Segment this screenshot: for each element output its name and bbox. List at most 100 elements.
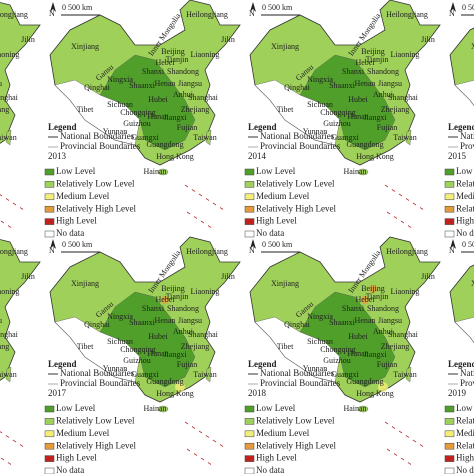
island-mark bbox=[407, 225, 412, 228]
legend-label: Provincial Boundaries bbox=[260, 378, 341, 388]
province-label: Xinjiang bbox=[71, 279, 99, 288]
island-mark bbox=[7, 225, 12, 228]
island-mark bbox=[200, 220, 205, 224]
island-mark bbox=[412, 202, 417, 206]
legend-swatch bbox=[44, 218, 55, 225]
legend-label: Medium Level bbox=[56, 191, 110, 201]
province-label: Yunnan bbox=[303, 364, 327, 373]
island-mark bbox=[205, 198, 210, 201]
province-label: Sichuan bbox=[307, 100, 333, 109]
legend-label: Relatively High Level bbox=[456, 203, 474, 213]
province-label: Shanghai bbox=[388, 330, 419, 339]
province-label: Shandong bbox=[367, 304, 399, 313]
province-label: Sichuan bbox=[107, 100, 133, 109]
province-label: Hainan bbox=[143, 167, 166, 176]
province-label: Guangdong bbox=[146, 377, 183, 386]
scale-label: 0 500 km bbox=[462, 3, 474, 12]
taiwan bbox=[405, 366, 412, 383]
province-label: Ningxia bbox=[107, 312, 133, 321]
province-label: Hong Kong bbox=[156, 152, 194, 161]
province-label: Zhejiang bbox=[381, 105, 409, 114]
north-arrow bbox=[450, 2, 456, 12]
legend-title: Legend bbox=[448, 359, 474, 369]
legend-label: No data bbox=[256, 465, 284, 474]
legend-year: 2019 bbox=[448, 388, 467, 398]
legend-title: Legend bbox=[48, 359, 77, 369]
island-mark bbox=[198, 430, 203, 434]
legend-label: Low Level bbox=[256, 166, 296, 176]
province-label: Anhui bbox=[173, 327, 194, 336]
no-data-region bbox=[454, 80, 474, 106]
legend-label: Relatively High Level bbox=[256, 203, 336, 213]
province-label: Beijing bbox=[161, 47, 185, 56]
province-label: Hainan bbox=[143, 404, 166, 413]
province-label: Qinghai bbox=[284, 320, 311, 329]
province-label: Shandong bbox=[367, 67, 399, 76]
province-label: Taiwan bbox=[0, 370, 17, 379]
scale-label: 0 500 km bbox=[62, 3, 93, 12]
island-mark bbox=[191, 189, 196, 192]
province-label: Taiwan bbox=[393, 133, 416, 142]
legend-swatch bbox=[44, 230, 55, 238]
province-label: Heilongjiang bbox=[386, 10, 428, 19]
legend-swatch bbox=[444, 181, 455, 188]
legend-label: Medium Level bbox=[256, 191, 310, 201]
province-label: Shanghai bbox=[188, 93, 219, 102]
island-mark bbox=[393, 453, 398, 456]
province-label: Tianjin bbox=[366, 55, 389, 64]
province-label: Guangxi bbox=[131, 370, 159, 379]
island-mark bbox=[393, 216, 398, 219]
island-mark bbox=[0, 220, 5, 224]
island-mark bbox=[0, 431, 3, 434]
north-label: N bbox=[449, 9, 455, 18]
province-label: Ningxia bbox=[107, 75, 133, 84]
legend-swatch bbox=[244, 405, 255, 413]
legend-swatch bbox=[44, 405, 55, 413]
legend-year: 2017 bbox=[48, 388, 67, 398]
province-label: Guizhou bbox=[323, 119, 351, 128]
province-label: Shaanxi bbox=[129, 318, 156, 327]
province-label: Zhejiang bbox=[0, 105, 9, 114]
province-label: Hubei bbox=[148, 332, 168, 341]
province-label: Anhui bbox=[173, 90, 194, 99]
legend-swatch bbox=[244, 430, 255, 438]
legend-year: 2014 bbox=[248, 151, 267, 161]
legend-label: Relatively Low Level bbox=[456, 415, 474, 425]
legend-label: Relatively Low Level bbox=[56, 415, 135, 425]
scale-label: 0 500 km bbox=[262, 3, 293, 12]
legend-label: Low Level bbox=[56, 166, 96, 176]
province-label: Hebei bbox=[355, 58, 375, 67]
legend-swatch bbox=[444, 218, 455, 225]
taiwan bbox=[405, 129, 412, 146]
no-data-region bbox=[454, 317, 474, 343]
legend-swatch bbox=[444, 467, 455, 474]
province-label: Hunan bbox=[347, 112, 368, 121]
province-label: Hong Kong bbox=[356, 389, 394, 398]
province-label: Shandong bbox=[167, 67, 199, 76]
province-label: Chongqing bbox=[320, 345, 356, 354]
north-arrow bbox=[250, 2, 256, 12]
province-label: Tianjin bbox=[166, 292, 189, 301]
province-label: Beijing bbox=[361, 47, 385, 56]
legend-label: No data bbox=[56, 465, 84, 474]
province-label: Taiwan bbox=[193, 133, 216, 142]
province-label: Guangdong bbox=[146, 140, 183, 149]
province-label: Liaoning bbox=[391, 287, 420, 296]
province-label: Jiangsu bbox=[378, 79, 402, 88]
taiwan bbox=[205, 129, 212, 146]
province-label: Qinghai bbox=[84, 320, 111, 329]
province-label: Heilongjiang bbox=[0, 247, 28, 256]
legend-swatch bbox=[244, 205, 255, 213]
province-label: Tibet bbox=[277, 105, 294, 114]
province-label: Hubei bbox=[348, 95, 368, 104]
island-mark bbox=[407, 462, 412, 465]
legend-swatch bbox=[44, 168, 55, 176]
island-mark bbox=[219, 207, 224, 210]
island-mark bbox=[386, 448, 391, 452]
province-label: Hubei bbox=[148, 95, 168, 104]
legend-label: Medium Level bbox=[256, 428, 310, 438]
legend-swatch bbox=[44, 193, 55, 201]
province-label: Hebei bbox=[155, 58, 175, 67]
